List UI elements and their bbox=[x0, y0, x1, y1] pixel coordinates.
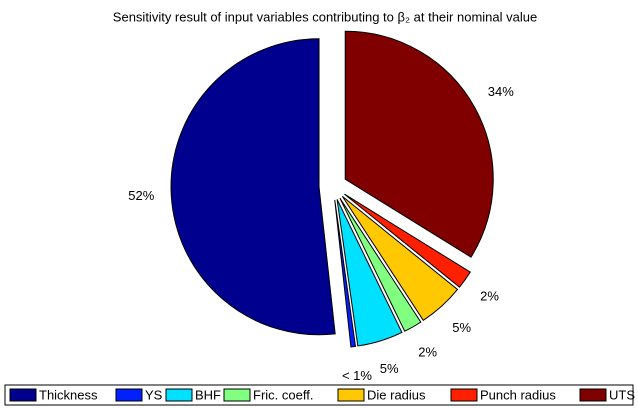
legend-label: YS bbox=[145, 387, 163, 402]
slice-label: 2% bbox=[480, 289, 499, 304]
legend-swatch bbox=[115, 388, 143, 402]
slice-label: 5% bbox=[380, 361, 399, 376]
pie-slice bbox=[341, 196, 459, 322]
legend-swatch bbox=[450, 388, 478, 402]
slice-label: < 1% bbox=[342, 368, 372, 383]
pie-slice bbox=[344, 193, 471, 288]
chart-title: Sensitivity result of input variables co… bbox=[113, 9, 537, 24]
pie-slice bbox=[170, 38, 336, 336]
legend-label: Thickness bbox=[39, 387, 98, 402]
slice-label: 52% bbox=[128, 188, 154, 203]
legend-swatch bbox=[165, 388, 193, 402]
legend-label: Fric. coeff. bbox=[253, 387, 313, 402]
legend-swatch bbox=[9, 388, 37, 402]
pie-slice bbox=[336, 199, 403, 347]
slice-label: 34% bbox=[488, 84, 514, 99]
legend-label: BHF bbox=[195, 387, 221, 402]
pie-slice bbox=[334, 199, 357, 348]
legend-label: Die radius bbox=[367, 387, 426, 402]
slice-label: 2% bbox=[418, 344, 437, 359]
slice-label: 5% bbox=[452, 320, 471, 335]
legend-swatch bbox=[223, 388, 251, 402]
legend-swatch bbox=[579, 388, 607, 402]
pie-slice bbox=[339, 197, 422, 332]
legend-label: Punch radius bbox=[480, 387, 556, 402]
pie-slice bbox=[344, 30, 494, 258]
legend-label: UTS bbox=[609, 387, 635, 402]
legend-swatch bbox=[337, 388, 365, 402]
